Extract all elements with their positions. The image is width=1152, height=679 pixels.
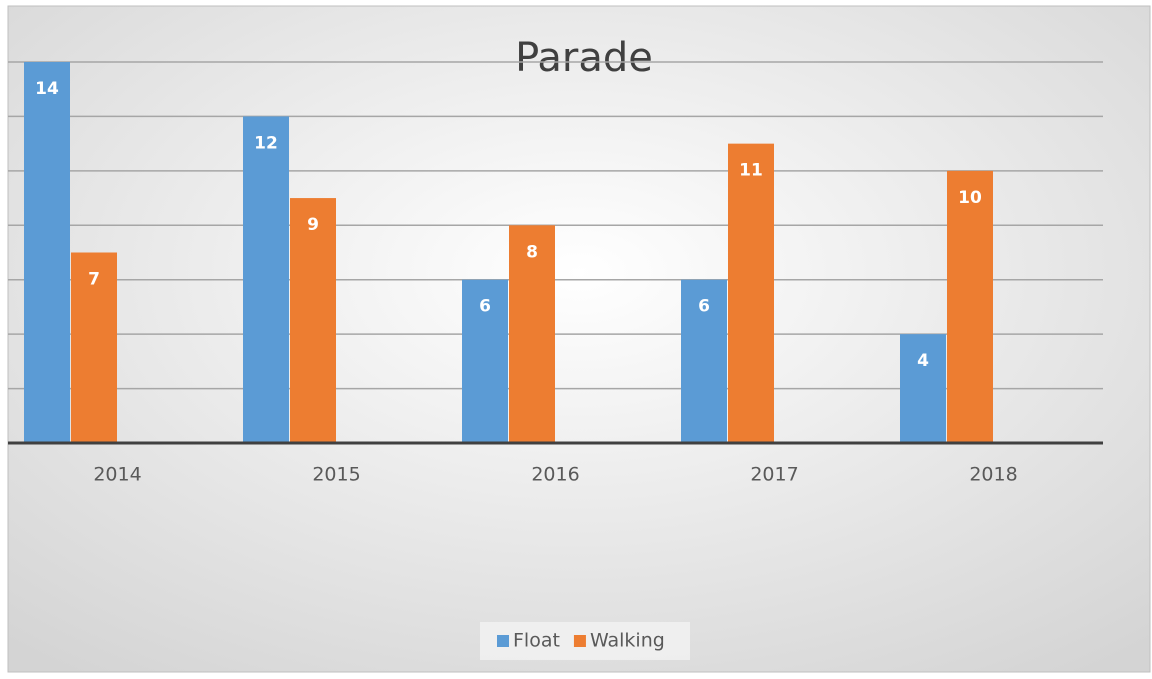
bar bbox=[681, 279, 727, 443]
data-label: 6 bbox=[698, 297, 710, 317]
bar bbox=[947, 170, 993, 443]
data-label: 14 bbox=[35, 79, 59, 99]
data-label: 11 bbox=[739, 161, 763, 181]
data-label: 4 bbox=[917, 351, 929, 371]
bar bbox=[462, 279, 508, 443]
bar bbox=[24, 62, 70, 443]
legend-swatch bbox=[573, 635, 586, 647]
bar bbox=[243, 116, 289, 443]
legend-swatch bbox=[497, 635, 509, 647]
x-tick-label: 2017 bbox=[750, 464, 798, 486]
chart-title: Parade bbox=[515, 35, 653, 81]
data-label: 12 bbox=[254, 133, 278, 153]
data-label: 6 bbox=[479, 297, 491, 317]
bar bbox=[728, 143, 774, 443]
data-label: 8 bbox=[526, 242, 538, 262]
x-tick-label: 2015 bbox=[312, 464, 360, 486]
x-tick-label: 2014 bbox=[93, 464, 141, 486]
legend-label: Float bbox=[513, 630, 560, 652]
x-tick-label: 2016 bbox=[531, 464, 579, 486]
bar bbox=[290, 198, 336, 443]
data-label: 7 bbox=[88, 270, 100, 290]
data-label: 9 bbox=[307, 215, 319, 235]
bar bbox=[900, 334, 946, 443]
bar bbox=[509, 225, 555, 443]
bar bbox=[71, 252, 117, 443]
legend-label: Walking bbox=[590, 630, 665, 652]
x-tick-label: 2018 bbox=[969, 464, 1017, 486]
data-label: 10 bbox=[958, 188, 982, 208]
